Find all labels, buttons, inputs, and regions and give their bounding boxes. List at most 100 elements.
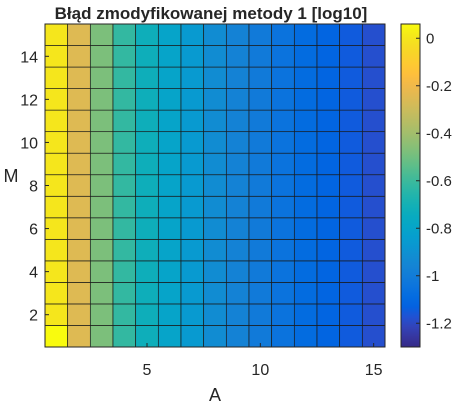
heatmap-cell [157,303,182,326]
heatmap-cell [293,282,318,305]
colorbar: 0 -0.2 -0.4 -0.6 -0.8 -1 -1.2 [400,23,452,348]
heatmap-cell [135,66,159,89]
heatmap-cell [203,303,227,326]
heatmap-cell [157,282,182,305]
heatmap-cell [339,325,363,348]
heatmap-cell [67,217,91,240]
heatmap-cell [225,303,250,326]
y-tick-label: 2 [29,308,38,325]
heatmap-cell [361,88,386,111]
colorbar-gradient [400,23,421,348]
heatmap-cell [112,23,137,46]
colorbar-tick-label: -0.8 [426,220,452,237]
heatmap-cell [89,195,114,219]
heatmap-cell [44,325,69,348]
heatmap-cell [248,217,273,240]
heatmap-cell [248,109,273,133]
heatmap-cell [89,260,114,283]
heatmap-cell [203,195,227,219]
heatmap-cell [67,282,91,305]
heatmap-cell [89,88,114,111]
heatmap-cell [67,174,91,197]
heatmap-cell [293,325,318,348]
heatmap-cell [339,45,363,68]
heatmap-cell [248,66,273,89]
colorbar-tick-label: -0.6 [426,173,452,190]
heatmap-cell [293,23,318,46]
heatmap-cell [361,66,386,89]
heatmap-cell [293,195,318,219]
heatmap-cell [135,131,159,154]
heatmap-cell [293,260,318,283]
heatmap-cell [180,109,205,133]
heatmap-cell [293,131,318,154]
heatmap-cell [293,303,318,326]
heatmap-cell [157,174,182,197]
heatmap-cell [339,66,363,89]
heatmap-cell [135,174,159,197]
heatmap-cell [157,109,182,133]
heatmap-cell [67,66,91,89]
heatmap-cells [44,23,386,348]
colorbar-tick-label: -1 [426,268,439,285]
heatmap-cell [225,109,250,133]
heatmap-cell [248,238,273,262]
heatmap-cell [203,23,227,46]
y-tick-label: 10 [20,135,38,152]
heatmap-cell [293,217,318,240]
heatmap-cell [225,325,250,348]
heatmap-cell [203,66,227,89]
heatmap-cell [361,45,386,68]
x-axis-ticks: 5 10 15 [143,343,383,379]
heatmap-cell [225,260,250,283]
heatmap-cell [316,217,341,240]
heatmap-cell [203,260,227,283]
heatmap-cell [361,238,386,262]
heatmap-cell [339,303,363,326]
heatmap-cell [157,23,182,46]
heatmap-cell [89,282,114,305]
heatmap-cell [112,325,137,348]
heatmap-cell [293,174,318,197]
heatmap-cell [112,195,137,219]
y-tick-label: 14 [20,49,38,66]
colorbar-ticks: 0 -0.2 -0.4 -0.6 -0.8 -1 -1.2 [416,30,452,332]
heatmap-cell [112,238,137,262]
heatmap-cell [157,260,182,283]
heatmap-cell [89,131,114,154]
heatmap-cell [157,131,182,154]
heatmap-cell [180,66,205,89]
heatmap-cell [89,303,114,326]
heatmap-cell [271,23,295,46]
heatmap-cell [271,325,295,348]
heatmap-cell [157,66,182,89]
colorbar-tick-label: -0.4 [426,125,452,142]
heatmap-cell [248,152,273,176]
heatmap-cell [112,174,137,197]
heatmap-cell [135,238,159,262]
heatmap-cell [339,174,363,197]
heatmap-cell [135,282,159,305]
colorbar-tick-label: -0.2 [426,78,452,95]
heatmap-cell [135,152,159,176]
heatmap-cell [339,131,363,154]
heatmap-cell [44,195,69,219]
heatmap-cell [89,174,114,197]
heatmap-cell [89,23,114,46]
heatmap-cell [361,109,386,133]
heatmap-cell [112,260,137,283]
heatmap-cell [157,217,182,240]
heatmap-cell [316,88,341,111]
heatmap-cell [225,45,250,68]
heatmap-cell [316,152,341,176]
colorbar-tick-label: 0 [426,30,434,47]
heatmap-cell [180,45,205,68]
heatmap-cell [157,325,182,348]
heatmap-cell [271,174,295,197]
heatmap-cell [112,131,137,154]
x-axis-label: A [209,385,221,405]
heatmap-cell [339,217,363,240]
heatmap-cell [180,217,205,240]
heatmap-cell [225,23,250,46]
